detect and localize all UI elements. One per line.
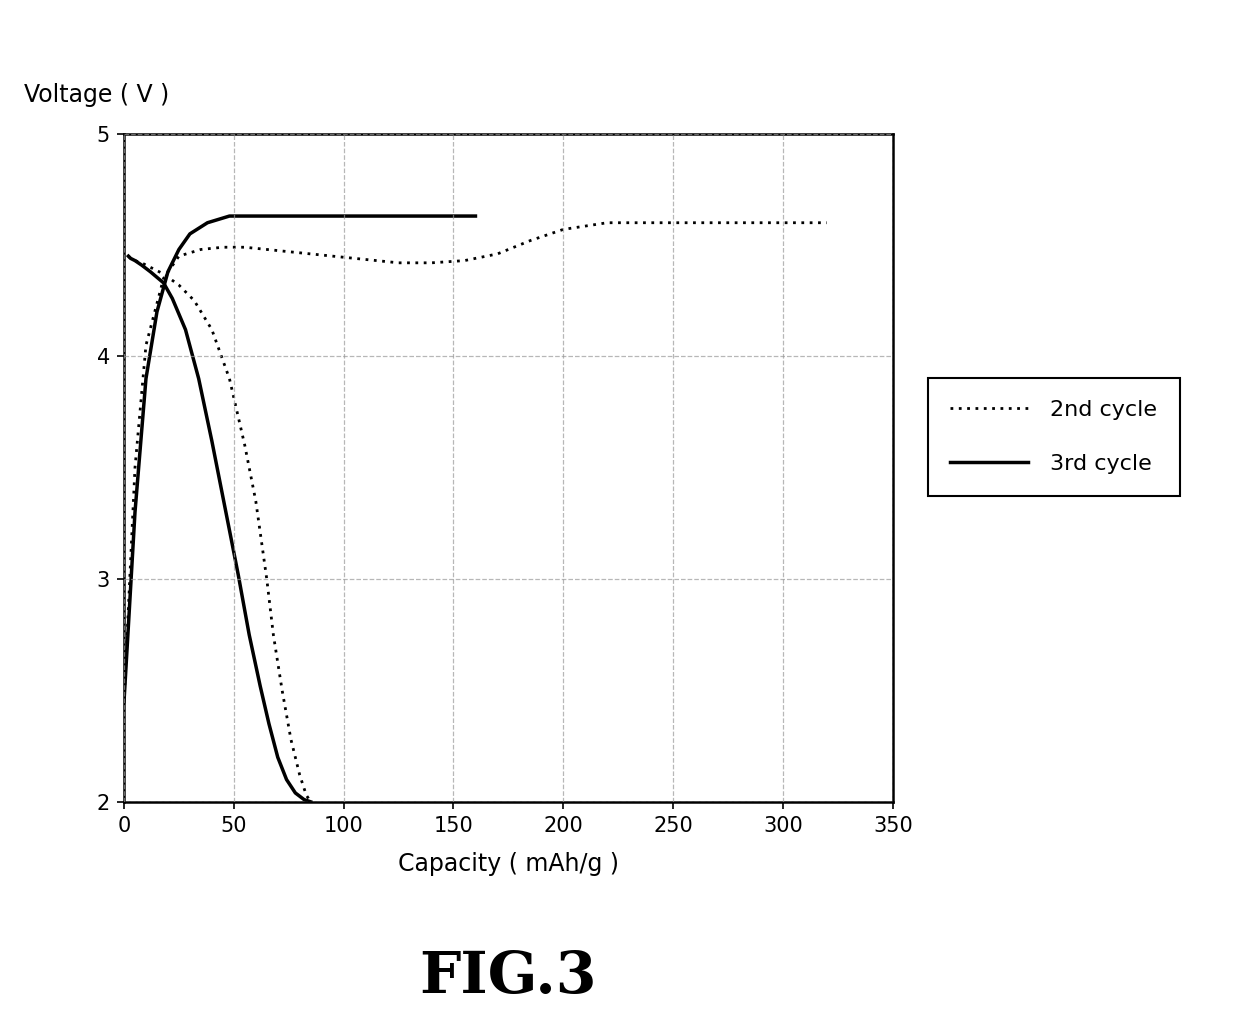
X-axis label: Capacity ( mAh/g ): Capacity ( mAh/g ) — [398, 852, 619, 877]
Text: FIG.3: FIG.3 — [419, 949, 598, 1004]
Text: Voltage ( V ): Voltage ( V ) — [24, 83, 170, 107]
Legend: 2nd cycle, 3rd cycle: 2nd cycle, 3rd cycle — [929, 378, 1179, 495]
